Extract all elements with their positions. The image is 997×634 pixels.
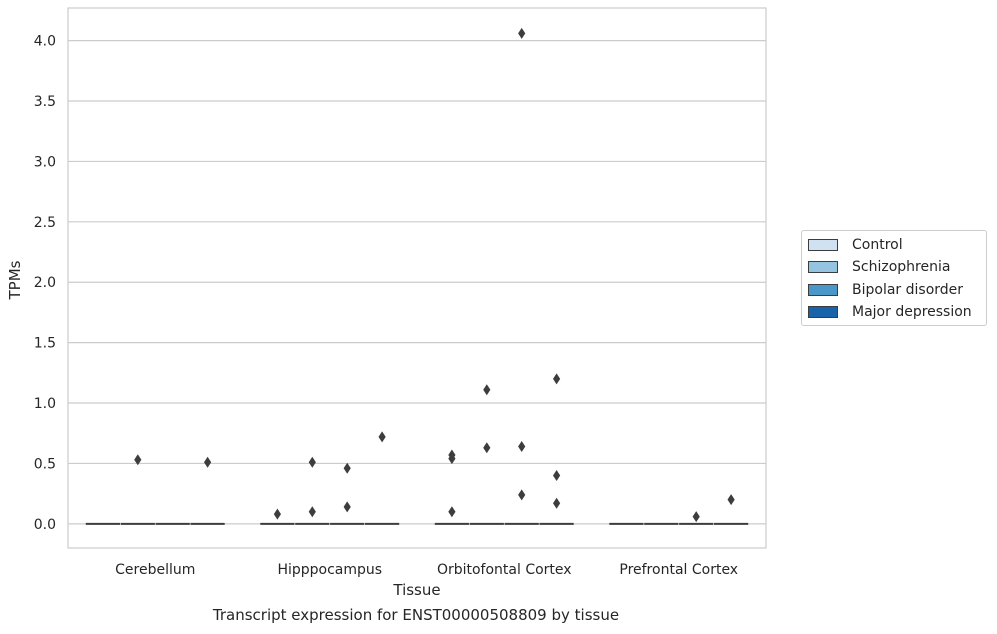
y-axis-label: TPMs <box>6 260 24 300</box>
outlier-point <box>204 456 212 468</box>
outlier-point <box>448 453 456 465</box>
outlier-point <box>518 27 526 39</box>
y-tick-label: 3.0 <box>34 154 56 170</box>
y-tick-label: 2.5 <box>34 215 56 231</box>
legend-label-major-depression: Major depression <box>852 304 972 320</box>
outlier-point <box>343 462 351 474</box>
outlier-point <box>343 501 351 513</box>
outlier-point <box>518 489 526 501</box>
legend-label-control: Control <box>852 237 903 253</box>
x-tick-label: Prefrontal Cortex <box>619 562 738 578</box>
outlier-point <box>692 511 700 523</box>
outlier-point <box>134 454 142 466</box>
legend: Control Schizophrenia Bipolar disorder M… <box>801 230 987 326</box>
plot-frame <box>67 7 767 549</box>
outlier-point <box>378 431 386 443</box>
y-tick-label: 3.5 <box>34 94 56 110</box>
outlier-point <box>518 441 526 453</box>
outlier-point <box>483 442 491 454</box>
y-tick-label: 0.5 <box>34 456 56 472</box>
outlier-point <box>553 373 561 385</box>
outliers <box>134 27 735 523</box>
y-tick-label: 1.5 <box>34 336 56 352</box>
x-tick-labels: Cerebellum Hipppocampus Orbitofontal Corte… <box>115 562 738 578</box>
x-tick-label: Hipppocampus <box>277 562 382 578</box>
x-tick-label: Cerebellum <box>115 562 195 578</box>
y-tick-label: 2.0 <box>34 275 56 291</box>
y-tick-label: 0.0 <box>34 517 56 533</box>
legend-swatch-schizophrenia <box>808 261 838 273</box>
x-axis-label: Tissue <box>392 581 440 599</box>
chart-caption: Transcript expression for ENST0000050880… <box>212 606 620 624</box>
outlier-point <box>448 506 456 518</box>
outlier-point <box>308 506 316 518</box>
outlier-point <box>308 456 316 468</box>
outlier-point <box>273 508 281 520</box>
outlier-point <box>483 384 491 396</box>
legend-swatch-control <box>808 239 838 251</box>
outlier-point <box>727 494 735 506</box>
y-tick-labels: 0.0 0.5 1.0 1.5 2.0 2.5 3.0 3.5 4.0 <box>34 34 56 533</box>
outlier-point <box>553 497 561 509</box>
legend-item-major-depression: Major depression <box>808 303 972 321</box>
x-tick-label: Orbitofontal Cortex <box>437 562 572 578</box>
outlier-point <box>553 470 561 482</box>
legend-item-schizophrenia: Schizophrenia <box>808 258 950 276</box>
legend-label-schizophrenia: Schizophrenia <box>852 259 951 275</box>
gridlines <box>68 40 766 525</box>
legend-swatch-major-depression <box>808 306 838 318</box>
legend-swatch-bipolar-disorder <box>808 284 838 296</box>
legend-label-bipolar-disorder: Bipolar disorder <box>852 282 964 298</box>
legend-item-control: Control <box>808 236 903 254</box>
y-tick-label: 1.0 <box>34 396 56 412</box>
y-tick-label: 4.0 <box>34 34 56 50</box>
legend-item-bipolar-disorder: Bipolar disorder <box>808 281 963 299</box>
